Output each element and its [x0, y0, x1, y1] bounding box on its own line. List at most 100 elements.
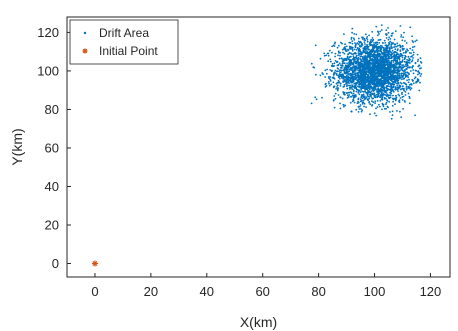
drift-point: [358, 108, 361, 110]
drift-point: [363, 105, 365, 108]
drift-point: [388, 47, 391, 50]
drift-point: [382, 77, 384, 80]
drift-point: [361, 94, 364, 97]
drift-point: [361, 56, 364, 58]
drift-point: [325, 54, 328, 57]
drift-point: [333, 62, 336, 65]
drift-point: [349, 88, 351, 90]
drift-point: [377, 92, 380, 95]
drift-point: [417, 70, 420, 73]
drift-point: [331, 62, 334, 65]
drift-point: [407, 85, 410, 88]
drift-point: [332, 81, 335, 84]
drift-point: [351, 63, 354, 66]
drift-point: [392, 94, 394, 97]
drift-point: [367, 76, 369, 79]
drift-point: [327, 81, 330, 83]
drift-point: [386, 81, 389, 83]
drift-point: [359, 67, 362, 70]
y-axis-label: Y(km): [9, 128, 25, 165]
drift-point: [374, 45, 377, 48]
drift-point: [357, 91, 360, 94]
drift-point: [388, 81, 390, 83]
drift-point: [361, 36, 363, 39]
drift-point: [339, 82, 342, 85]
x-tick-label: 20: [144, 284, 158, 299]
drift-point: [335, 61, 338, 63]
drift-point: [413, 45, 416, 48]
legend-drift-marker: [83, 31, 87, 35]
drift-point: [401, 87, 404, 90]
drift-point: [383, 39, 386, 42]
drift-point: [358, 85, 361, 88]
drift-point: [346, 82, 348, 84]
drift-point: [361, 53, 363, 55]
drift-point: [333, 95, 336, 97]
drift-point: [386, 67, 389, 70]
drift-point: [367, 66, 370, 69]
y-axis-ticks: 0 20 40 60 80 100 120: [37, 25, 71, 271]
x-tick-label: 60: [255, 284, 269, 299]
drift-point: [366, 80, 369, 83]
drift-point: [389, 96, 392, 99]
drift-point: [394, 80, 396, 83]
drift-point: [391, 32, 394, 35]
drift-point: [373, 77, 376, 80]
drift-point: [386, 47, 389, 50]
drift-point: [352, 53, 355, 55]
y-tick-label: 20: [45, 218, 59, 233]
drift-point: [375, 41, 377, 44]
drift-point: [410, 55, 412, 58]
drift-point: [420, 73, 423, 75]
drift-point: [351, 48, 354, 50]
drift-point: [349, 101, 352, 104]
drift-point: [384, 94, 386, 96]
drift-point: [408, 95, 411, 98]
drift-point: [367, 87, 370, 90]
drift-point: [365, 96, 368, 98]
drift-point: [402, 108, 404, 110]
drift-point: [376, 34, 379, 37]
drift-point: [416, 80, 419, 83]
drift-point: [378, 33, 380, 35]
y-tick-label: 0: [52, 256, 59, 271]
drift-point: [401, 98, 404, 101]
drift-point: [380, 83, 383, 86]
drift-point: [407, 92, 410, 95]
drift-point: [338, 70, 340, 73]
drift-point: [356, 47, 359, 49]
drift-point: [339, 85, 342, 87]
drift-point: [364, 90, 366, 93]
drift-point: [389, 63, 391, 66]
drift-point: [391, 66, 394, 68]
drift-point: [351, 85, 354, 88]
drift-point: [398, 70, 401, 73]
drift-point: [387, 78, 390, 81]
drift-point: [353, 65, 355, 68]
drift-point: [338, 81, 341, 83]
drift-point: [354, 45, 357, 48]
drift-point: [403, 70, 405, 73]
drift-point: [420, 67, 422, 69]
drift-point: [353, 85, 356, 87]
drift-point: [401, 91, 403, 94]
drift-point: [343, 59, 346, 62]
drift-point: [332, 65, 335, 68]
drift-point: [382, 84, 385, 87]
drift-point: [359, 70, 362, 73]
drift-point: [357, 50, 360, 53]
drift-point: [390, 60, 393, 62]
drift-point: [383, 87, 385, 90]
drift-point: [362, 76, 365, 79]
drift-point: [384, 81, 387, 84]
drift-point: [401, 47, 404, 50]
x-axis-ticks: 0 20 40 60 80 100 120: [91, 273, 441, 299]
drift-point: [342, 65, 344, 67]
drift-point: [393, 83, 396, 86]
drift-point: [363, 46, 366, 49]
drift-point: [394, 86, 397, 89]
drift-point: [336, 89, 339, 92]
drift-point: [364, 51, 367, 53]
drift-point: [350, 61, 353, 63]
drift-point: [409, 86, 411, 89]
